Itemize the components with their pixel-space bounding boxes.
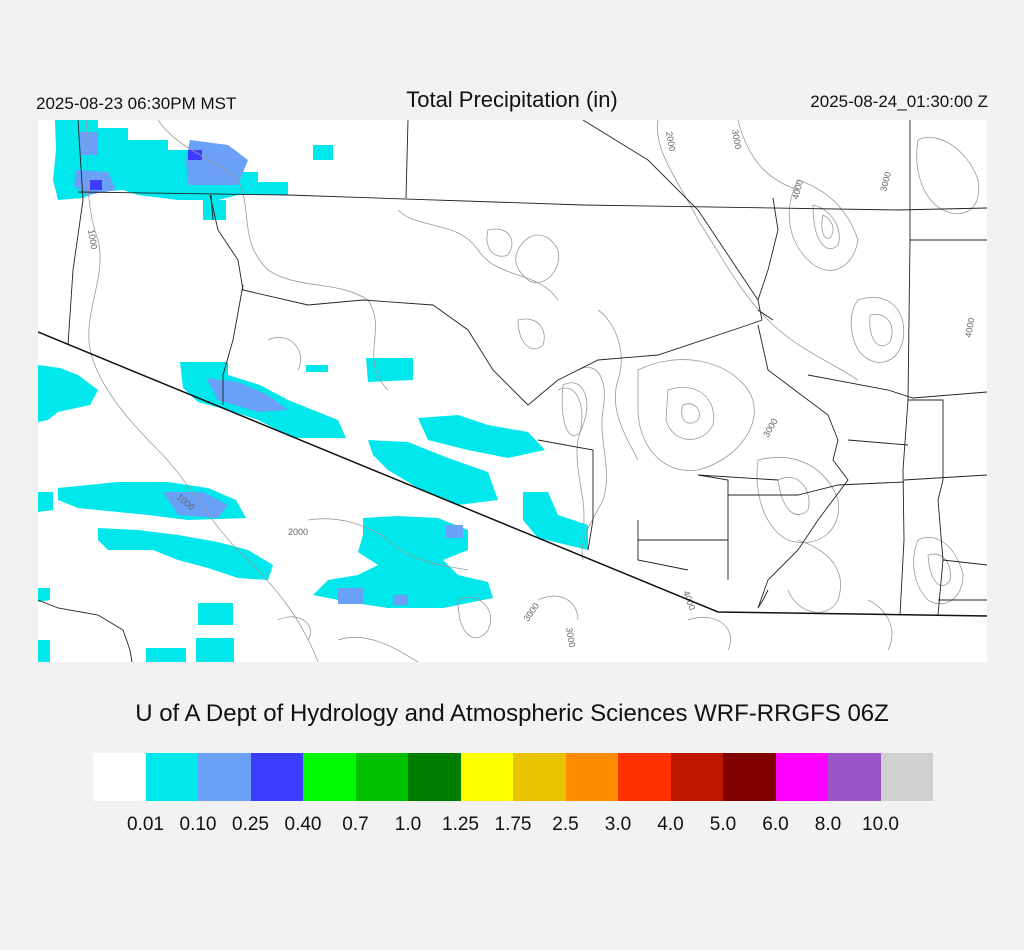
- legend-swatch: [408, 753, 461, 801]
- color-legend: [93, 753, 933, 801]
- precip-blue-areas: [90, 150, 202, 190]
- legend-tick-label: 0.10: [179, 814, 217, 835]
- legend-swatch: [93, 753, 146, 801]
- precip-area: [38, 640, 50, 662]
- contour-label: 1000: [86, 229, 99, 250]
- precip-area: [338, 588, 363, 604]
- legend-swatch: [513, 753, 566, 801]
- contour-label: 3000: [564, 627, 577, 648]
- precip-area: [163, 492, 228, 518]
- precipitation-map[interactable]: 1000 2000 3000 4000 3000 4000 3000 1000 …: [38, 120, 987, 662]
- precip-area: [368, 440, 498, 505]
- precip-area: [393, 595, 408, 605]
- contour-label: 3000: [761, 417, 780, 439]
- legend-swatch: [618, 753, 671, 801]
- legend-swatch: [670, 753, 723, 801]
- precip-area: [523, 492, 588, 550]
- model-credit: U of A Dept of Hydrology and Atmospheric…: [135, 700, 889, 727]
- legend-swatch: [250, 753, 303, 801]
- legend-swatch: [723, 753, 776, 801]
- boundaries: [38, 120, 987, 662]
- legend-tick-label: 5.0: [709, 814, 737, 835]
- legend-tick-label: 0.25: [232, 814, 269, 835]
- precip-area: [80, 132, 98, 155]
- legend-tick-labels: 0.01 0.10 0.25 0.40 0.7 1.0 1.25 1.75 2.5 3.0 4.0 5…: [93, 814, 933, 838]
- valid-time-local: 2025-08-23 06:30PM MST: [36, 94, 237, 113]
- legend-tick-label: 0.7: [342, 814, 369, 835]
- precip-area: [313, 145, 333, 160]
- contour-label: 2000: [664, 131, 677, 152]
- legend-swatch: [880, 753, 933, 801]
- legend-swatch: [565, 753, 618, 801]
- map-canvas: 1000 2000 3000 4000 3000 4000 3000 1000 …: [38, 120, 987, 662]
- contour-label: 3000: [730, 129, 743, 150]
- precip-area: [366, 358, 413, 382]
- international-border: [38, 331, 987, 617]
- legend-swatch: [303, 753, 356, 801]
- precip-area: [198, 603, 233, 625]
- contour-label: 2000: [288, 527, 308, 537]
- legend-tick-label: 3.0: [604, 814, 632, 835]
- precip-cyan-areas: [38, 120, 588, 662]
- map-title: Total Precipitation (in): [406, 87, 618, 112]
- precip-area: [206, 378, 288, 412]
- precip-area: [38, 588, 50, 602]
- precip-area: [146, 648, 186, 662]
- precip-area: [186, 140, 248, 185]
- precip-area: [418, 415, 545, 458]
- legend-tick-label: 10.0: [862, 814, 899, 835]
- legend-tick-label: 0.40: [284, 814, 322, 835]
- legend-tick-label: 1.75: [494, 814, 532, 835]
- precip-area: [38, 365, 98, 422]
- contour-label: 4000: [963, 317, 976, 338]
- precip-area: [446, 525, 463, 538]
- precip-area: [306, 365, 328, 372]
- legend-tick-label: 2.5: [552, 814, 579, 835]
- precip-area: [313, 516, 493, 608]
- legend-swatch: [828, 753, 881, 801]
- legend-swatch: [145, 753, 198, 801]
- legend-tick-label: 1.25: [442, 814, 479, 835]
- precip-area: [196, 638, 234, 662]
- valid-time-utc: 2025-08-24_01:30:00 Z: [810, 92, 988, 111]
- legend-tick-label: 0.01: [127, 814, 164, 835]
- precip-lightblue-areas: [74, 132, 463, 605]
- precip-area: [38, 492, 53, 512]
- legend-swatch: [355, 753, 408, 801]
- precip-cell: [90, 180, 102, 190]
- legend-tick-label: 4.0: [657, 814, 684, 835]
- legend-tick-label: 8.0: [814, 814, 842, 835]
- contour-label: 3000: [521, 601, 541, 623]
- legend-swatch: [775, 753, 828, 801]
- precip-area: [203, 200, 226, 220]
- precip-area: [98, 528, 273, 580]
- contour-label: 3000: [878, 171, 893, 193]
- contour-label: 4000: [790, 179, 805, 201]
- legend-tick-label: 1.0: [394, 814, 422, 835]
- legend-swatch: [198, 753, 251, 801]
- legend-swatch: [460, 753, 513, 801]
- legend-tick-label: 6.0: [762, 814, 789, 835]
- terrain-contours: [85, 120, 980, 662]
- precip-cell: [188, 150, 202, 160]
